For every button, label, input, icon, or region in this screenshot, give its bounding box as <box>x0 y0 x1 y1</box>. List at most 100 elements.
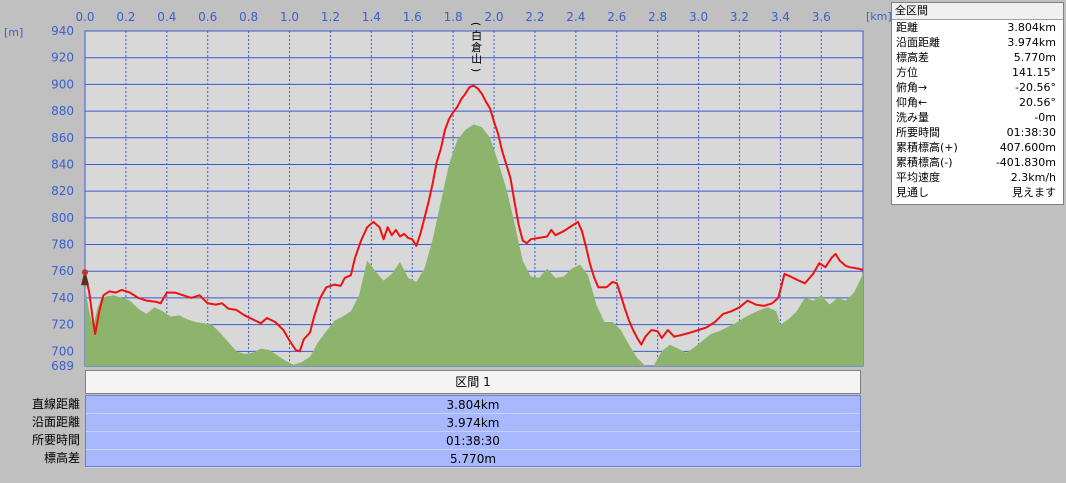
segment-row-label: 沿面距離 <box>31 415 80 429</box>
x-tick-label: 1.0 <box>280 10 299 24</box>
stats-label: 距離 <box>896 21 918 34</box>
x-tick-label: 1.6 <box>403 10 422 24</box>
stats-row: 方位 141.15° <box>892 65 1063 80</box>
y-tick-label: 820 <box>51 184 74 198</box>
terrain-series <box>85 124 863 367</box>
stats-value: 見えます <box>1012 186 1056 199</box>
x-tick-label: 2.8 <box>648 10 667 24</box>
x-tick-label: 2.4 <box>566 10 585 24</box>
x-tick-label: 1.4 <box>362 10 381 24</box>
stats-rows: 距離 3.804km 沿面距離 3.974km 標高差 5.770m 方位 141.15° 俯角… <box>892 20 1063 200</box>
elevation-chart: 0.0 0.2 0.4 0.6 0.8 1.0 1.2 1.4 1.6 1.8 2.0 2.2 2.4 2… <box>4 10 892 370</box>
x-tick-label: 3.2 <box>730 10 749 24</box>
peak-label-char: 山 <box>471 52 482 65</box>
y-tick-label: 880 <box>51 104 74 118</box>
stats-value: 141.15° <box>1012 66 1056 79</box>
y-min-label: 689 <box>51 359 74 370</box>
y-tick-label: 920 <box>51 51 74 65</box>
peak-label-char: 白 <box>471 28 482 42</box>
x-tick-label: 3.0 <box>689 10 708 24</box>
segment-row-value: 3.804km <box>86 396 860 414</box>
x-tick-label: 0.6 <box>198 10 217 24</box>
segment-labels: 直線距離沿面距離所要時間標高差 <box>0 395 80 467</box>
stats-label: 累積標高(-) <box>896 156 953 169</box>
segment-row-label: 所要時間 <box>31 433 80 447</box>
y-tick-label: 860 <box>51 131 74 145</box>
x-tick-label: 0.8 <box>239 10 258 24</box>
stats-value: 407.600m <box>999 141 1056 154</box>
x-tick-label: 0.2 <box>116 10 135 24</box>
stats-row: 標高差 5.770m <box>892 50 1063 65</box>
profile-series <box>84 84 864 353</box>
stats-label: 見通し <box>896 186 929 199</box>
stats-label: 沿面距離 <box>896 36 940 49</box>
peak-label-char: 倉 <box>471 40 482 54</box>
y-tick-label: 740 <box>51 291 74 305</box>
x-tick-label: 2.6 <box>607 10 626 24</box>
segment-header[interactable]: 区間 1 <box>85 370 861 394</box>
start-marker-flag <box>81 269 89 286</box>
x-tick-label: 3.4 <box>771 10 790 24</box>
stats-value: -20.56° <box>1015 81 1056 94</box>
y-tick-label: 800 <box>51 211 74 225</box>
stats-label: 俯角→ <box>896 81 928 94</box>
segment-row-value: 5.770m <box>86 450 860 468</box>
y-tick-label: 760 <box>51 264 74 278</box>
stats-label: 洗み量 <box>896 111 929 124</box>
profile-line <box>84 84 864 353</box>
stats-value: 3.804km <box>1007 21 1056 34</box>
terrain-area <box>85 124 863 367</box>
y-tick-label: 720 <box>51 318 74 332</box>
stats-title: 全区間 <box>892 3 1063 20</box>
x-tick-label: 1.8 <box>444 10 463 24</box>
y-tick-label: 840 <box>51 157 74 171</box>
peak-annotation: ( 白倉山) <box>470 22 483 72</box>
y-axis-ticks: 940 920 900 880 860 840 820 800 780 760 740 720 7006… <box>51 24 74 370</box>
stats-value: -0m <box>1034 111 1056 124</box>
stats-row: 平均速度 2.3km/h <box>892 170 1063 185</box>
y-unit-label: [m] <box>4 26 23 39</box>
stats-label: 標高差 <box>896 51 929 64</box>
x-tick-label: 1.2 <box>321 10 340 24</box>
stats-row: 仰角← 20.56° <box>892 95 1063 110</box>
peak-label-char: ( <box>470 22 483 26</box>
x-unit-label: [km] <box>866 10 892 23</box>
stats-panel: 全区間 距離 3.804km 沿面距離 3.974km 標高差 5.770m 方位 141.1… <box>891 2 1064 205</box>
segment-values: 3.804km 3.974km 01:38:30 5.770m <box>85 395 861 468</box>
stats-value: 3.974km <box>1007 36 1056 49</box>
x-axis-ticks: 0.0 0.2 0.4 0.6 0.8 1.0 1.2 1.4 1.6 1.8 2.0 2.2 2.4 2… <box>75 10 830 24</box>
y-tick-label: 900 <box>51 77 74 91</box>
y-tick-label: 700 <box>51 344 74 358</box>
stats-value: 20.56° <box>1019 96 1056 109</box>
stats-row: 累積標高(-) -401.830m <box>892 155 1063 170</box>
stats-value: 2.3km/h <box>1010 171 1056 184</box>
stats-value: 5.770m <box>1013 51 1056 64</box>
stats-label: 所要時間 <box>896 126 940 139</box>
x-tick-label: 2.2 <box>525 10 544 24</box>
stats-row: 距離 3.804km <box>892 20 1063 35</box>
segment-row-value: 01:38:30 <box>86 432 860 450</box>
stats-label: 仰角← <box>896 96 928 109</box>
stats-label: 累積標高(+) <box>896 141 958 154</box>
stats-row: 沿面距離 3.974km <box>892 35 1063 50</box>
stats-row: 見通し 見えます <box>892 185 1063 200</box>
stats-value: 01:38:30 <box>1006 126 1056 139</box>
peak-label-char: ) <box>470 68 483 72</box>
x-tick-label: 2.0 <box>484 10 503 24</box>
stats-row: 所要時間 01:38:30 <box>892 125 1063 140</box>
start-marker-icon[interactable] <box>81 269 89 286</box>
x-tick-label: 0.4 <box>157 10 176 24</box>
segment-row-label: 直線距離 <box>31 397 80 411</box>
segment-row-label: 標高差 <box>43 451 80 465</box>
stats-row: 俯角→ -20.56° <box>892 80 1063 95</box>
x-tick-label: 0.0 <box>75 10 94 24</box>
stats-row: 累積標高(+) 407.600m <box>892 140 1063 155</box>
stats-value: -401.830m <box>995 156 1056 169</box>
stats-label: 平均速度 <box>896 171 940 184</box>
start-marker-dot <box>82 269 88 276</box>
stats-row: 洗み量 -0m <box>892 110 1063 125</box>
y-tick-label: 940 <box>51 24 74 38</box>
x-tick-label: 3.6 <box>812 10 831 24</box>
segment-row-value: 3.974km <box>86 414 860 432</box>
y-tick-label: 780 <box>51 238 74 252</box>
